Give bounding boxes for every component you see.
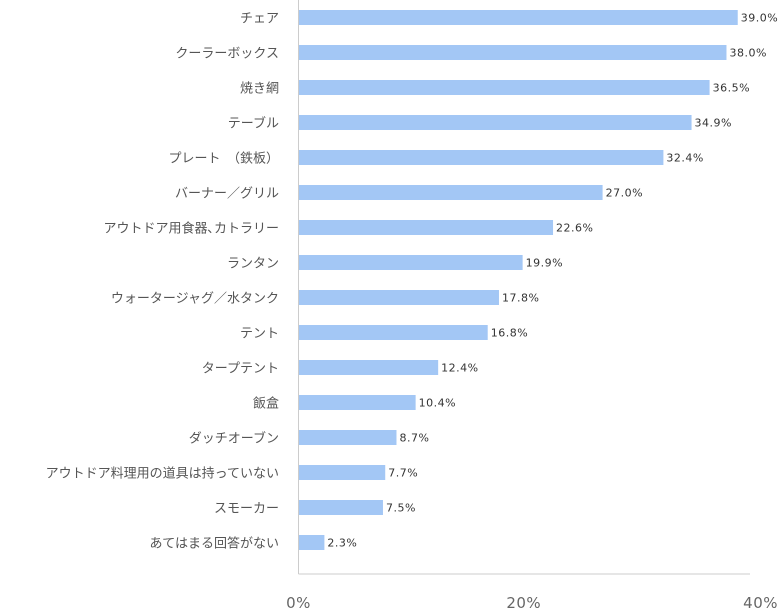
bar-value-label: 19.9% xyxy=(526,257,563,270)
category-label: あてはまる回答がない xyxy=(150,536,279,552)
bar xyxy=(299,430,397,445)
bar-value-label: 22.6% xyxy=(556,222,593,235)
bar xyxy=(299,220,554,235)
bar xyxy=(299,500,383,515)
bar xyxy=(299,290,499,305)
bar xyxy=(299,10,738,25)
category-label: 焼き網 xyxy=(240,82,279,97)
bar-value-label: 39.0% xyxy=(741,12,778,25)
bar-value-label: 10.4% xyxy=(419,397,456,410)
category-label: クーラーボックス xyxy=(175,47,279,62)
x-tick-label: 20% xyxy=(506,594,541,609)
bar-value-label: 16.8% xyxy=(491,327,528,340)
bar-value-label: 7.7% xyxy=(388,467,418,480)
category-label: アウトドア料理用の道具は持っていない xyxy=(46,467,279,482)
category-label: チェア xyxy=(240,12,279,27)
bar xyxy=(299,80,710,95)
bar-value-label: 17.8% xyxy=(502,292,539,305)
category-label: テーブル xyxy=(228,116,279,132)
category-label: バーナー／グリル xyxy=(175,187,279,202)
bar xyxy=(299,395,416,410)
category-label: プレート （鉄板） xyxy=(168,152,279,167)
bar-value-label: 32.4% xyxy=(666,152,703,165)
bars-group xyxy=(299,10,738,550)
bar-value-label: 27.0% xyxy=(606,187,643,200)
category-label: スモーカー xyxy=(214,502,279,517)
bar xyxy=(299,255,523,270)
bar xyxy=(299,185,603,200)
bar-value-label: 12.4% xyxy=(441,362,478,375)
bar-value-label: 34.9% xyxy=(695,117,732,130)
category-label: テント xyxy=(240,327,279,342)
x-tick-labels-group: 0% 20% 40% xyxy=(286,594,778,609)
bar xyxy=(299,325,488,340)
bar xyxy=(299,535,325,550)
value-labels-group: 39.0% 38.0% 36.5% 34.9% 32.4% 27.0% 22.6% 19.9%… xyxy=(327,12,778,550)
bar xyxy=(299,150,664,165)
bar xyxy=(299,465,386,480)
bar xyxy=(299,360,439,375)
category-label: ウォータージャグ／水タンク xyxy=(111,292,279,307)
bar-value-label: 8.7% xyxy=(399,432,429,445)
category-label: ランタン xyxy=(227,257,279,272)
bar-value-label: 38.0% xyxy=(729,47,766,60)
x-tick-label: 0% xyxy=(286,594,311,609)
bar xyxy=(299,115,692,130)
x-tick-label: 40% xyxy=(743,594,778,609)
category-label: ダッチオーブン xyxy=(189,431,279,447)
bar-value-label: 2.3% xyxy=(327,537,357,550)
bar-value-label: 36.5% xyxy=(713,82,750,95)
category-label: 飯盒 xyxy=(253,396,279,412)
category-label: アウトドア用食器､カトラリー xyxy=(103,221,279,237)
bar xyxy=(299,45,727,60)
category-label: タープテント xyxy=(202,362,279,377)
bar-value-label: 7.5% xyxy=(386,502,416,515)
